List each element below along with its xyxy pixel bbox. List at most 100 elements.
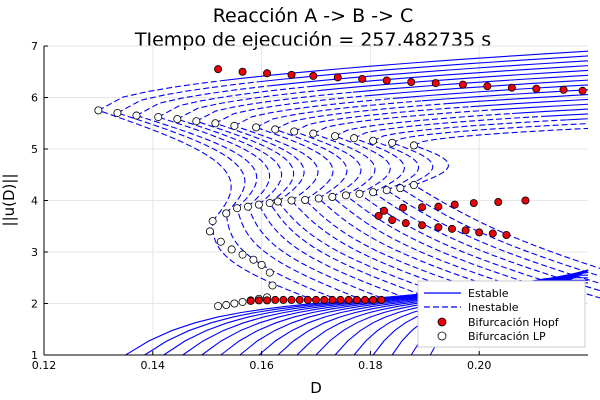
unstable-branch-arc-7 xyxy=(291,200,488,302)
lp-low-branch-point-5 xyxy=(257,260,266,269)
hopf-bottom-point-1 xyxy=(254,296,263,305)
unstable-branch-mid-14 xyxy=(372,140,420,191)
unstable-branch-mid-5 xyxy=(196,120,295,204)
unstable-branch-top-2 xyxy=(136,85,272,117)
hopf-lower2-point-4 xyxy=(469,199,478,208)
hopf-bottom-point-5 xyxy=(287,295,296,304)
hopf-lower2-point-2 xyxy=(434,202,443,211)
unstable-branch-top-1 xyxy=(117,81,259,114)
legend: Estable Inestable Bifurcación Hopf Bifur… xyxy=(417,280,586,348)
lp-bottom-point-2 xyxy=(230,299,239,308)
legend-lp-swatch xyxy=(437,331,447,341)
hopf-upper-point-7 xyxy=(382,76,391,85)
stable-branch-top-11 xyxy=(491,103,589,111)
unstable-branch-arc-0 xyxy=(212,221,317,302)
legend-hopf-swatch xyxy=(437,317,447,327)
hopf-bottom-point-9 xyxy=(320,295,329,304)
x-tick-label-1: 0.14 xyxy=(141,359,166,372)
lp-lower-point-15 xyxy=(396,184,405,193)
unstable-branch-mid-1 xyxy=(117,112,246,214)
hopf-bottom-point-4 xyxy=(279,295,288,304)
lp-low-branch-point-6 xyxy=(265,268,274,277)
unstable-branch-mid-2 xyxy=(136,115,258,209)
unstable-branch-top-9 xyxy=(274,103,448,130)
hopf-lower-point-10 xyxy=(502,231,511,240)
stable-branch-top-5 xyxy=(352,74,589,93)
hopf-bottom-point-11 xyxy=(336,295,345,304)
unstable-branch-arc-6 xyxy=(277,201,464,302)
bifurcation-markers xyxy=(94,65,587,311)
hopf-upper-point-1 xyxy=(238,67,247,76)
hopf-bottom-point-13 xyxy=(352,295,361,304)
axes: 0.12 0.14 0.16 0.18 0.20 1 2 3 4 5 6 7 xyxy=(31,40,588,372)
hopf-upper-point-14 xyxy=(559,85,568,94)
hopf-bottom-point-0 xyxy=(246,296,255,305)
lp-lower-point-11 xyxy=(341,191,350,200)
unstable-branch-top-5 xyxy=(196,91,354,122)
lp-lower-point-3 xyxy=(243,202,252,211)
x-tick-label-2: 0.16 xyxy=(249,359,274,372)
lp-upper-point-0 xyxy=(94,106,103,115)
lp-bottom-point-3 xyxy=(238,297,247,306)
y-tick-label-5: 6 xyxy=(31,92,38,105)
x-tick-label-0: 0.12 xyxy=(32,359,57,372)
stable-branch-top-9 xyxy=(447,94,589,105)
lp-upper-point-11 xyxy=(309,129,318,138)
stable-branch-top-12 xyxy=(512,108,589,115)
lp-upper-point-7 xyxy=(230,121,239,130)
lp-upper-point-2 xyxy=(132,111,141,120)
hopf-upper-point-13 xyxy=(532,84,541,93)
lp-lower-point-12 xyxy=(355,189,364,198)
lp-lower-point-10 xyxy=(328,192,337,201)
hopf-upper-point-15 xyxy=(578,86,587,95)
unstable-branch-arc-2 xyxy=(236,208,366,302)
stable-branch-top-7 xyxy=(393,84,589,99)
lp-upper-point-9 xyxy=(271,125,280,134)
lp-upper-point-10 xyxy=(290,127,299,136)
hopf-bottom-point-16 xyxy=(377,295,386,304)
unstable-branch-mid-4 xyxy=(177,118,283,206)
lp-upper-point-3 xyxy=(154,113,163,122)
lp-lower-point-4 xyxy=(254,200,263,209)
unstable-branch-mid-3 xyxy=(158,116,271,208)
lp-lower-point-9 xyxy=(314,194,323,203)
hopf-lower-point-0 xyxy=(374,211,383,220)
hopf-bottom-point-15 xyxy=(369,295,378,304)
hopf-upper-point-3 xyxy=(287,70,296,79)
lp-lower-point-1 xyxy=(222,209,231,218)
legend-lp-label: Bifurcación LP xyxy=(468,330,546,343)
stable-branch-top-2 xyxy=(271,60,589,87)
unstable-branch-top-14 xyxy=(372,119,567,142)
y-tick-label-4: 5 xyxy=(31,143,38,156)
hopf-lower-point-7 xyxy=(461,226,470,235)
unstable-branch-mid-8 xyxy=(255,126,334,201)
unstable-branch-top-12 xyxy=(334,112,513,137)
x-axis-label: D xyxy=(310,379,322,397)
unstable-branch-arc-12 xyxy=(359,193,600,299)
lp-lower-point-14 xyxy=(382,186,391,195)
hopf-upper-point-10 xyxy=(458,80,467,89)
lp-bottom-point-1 xyxy=(222,301,231,310)
legend-unstable-label: Inestable xyxy=(468,301,519,314)
hopf-lower-point-9 xyxy=(488,229,497,238)
hopf-upper-point-2 xyxy=(263,69,272,78)
lp-low-branch-point-3 xyxy=(238,250,247,259)
unstable-branch-top-11 xyxy=(313,109,492,135)
unstable-branch-arc-8 xyxy=(304,199,513,302)
stable-branch-top-14 xyxy=(566,118,589,121)
lp-upper-point-15 xyxy=(388,138,397,147)
hopf-bottom-point-6 xyxy=(295,295,304,304)
lp-low-branch-point-4 xyxy=(249,255,258,264)
hopf-lower-point-8 xyxy=(475,228,484,237)
y-tick-label-3: 4 xyxy=(31,195,38,208)
lp-upper-point-5 xyxy=(192,117,201,126)
lp-lower-point-7 xyxy=(287,196,296,205)
lp-lower-point-16 xyxy=(409,181,418,190)
unstable-branch-top-16 xyxy=(413,127,589,146)
unstable-branch-mid-10 xyxy=(294,130,362,198)
hopf-upper-point-8 xyxy=(407,78,416,87)
lp-low-branch-point-7 xyxy=(268,281,277,290)
hopf-lower-point-1 xyxy=(379,206,388,215)
lp-upper-point-16 xyxy=(409,141,418,150)
